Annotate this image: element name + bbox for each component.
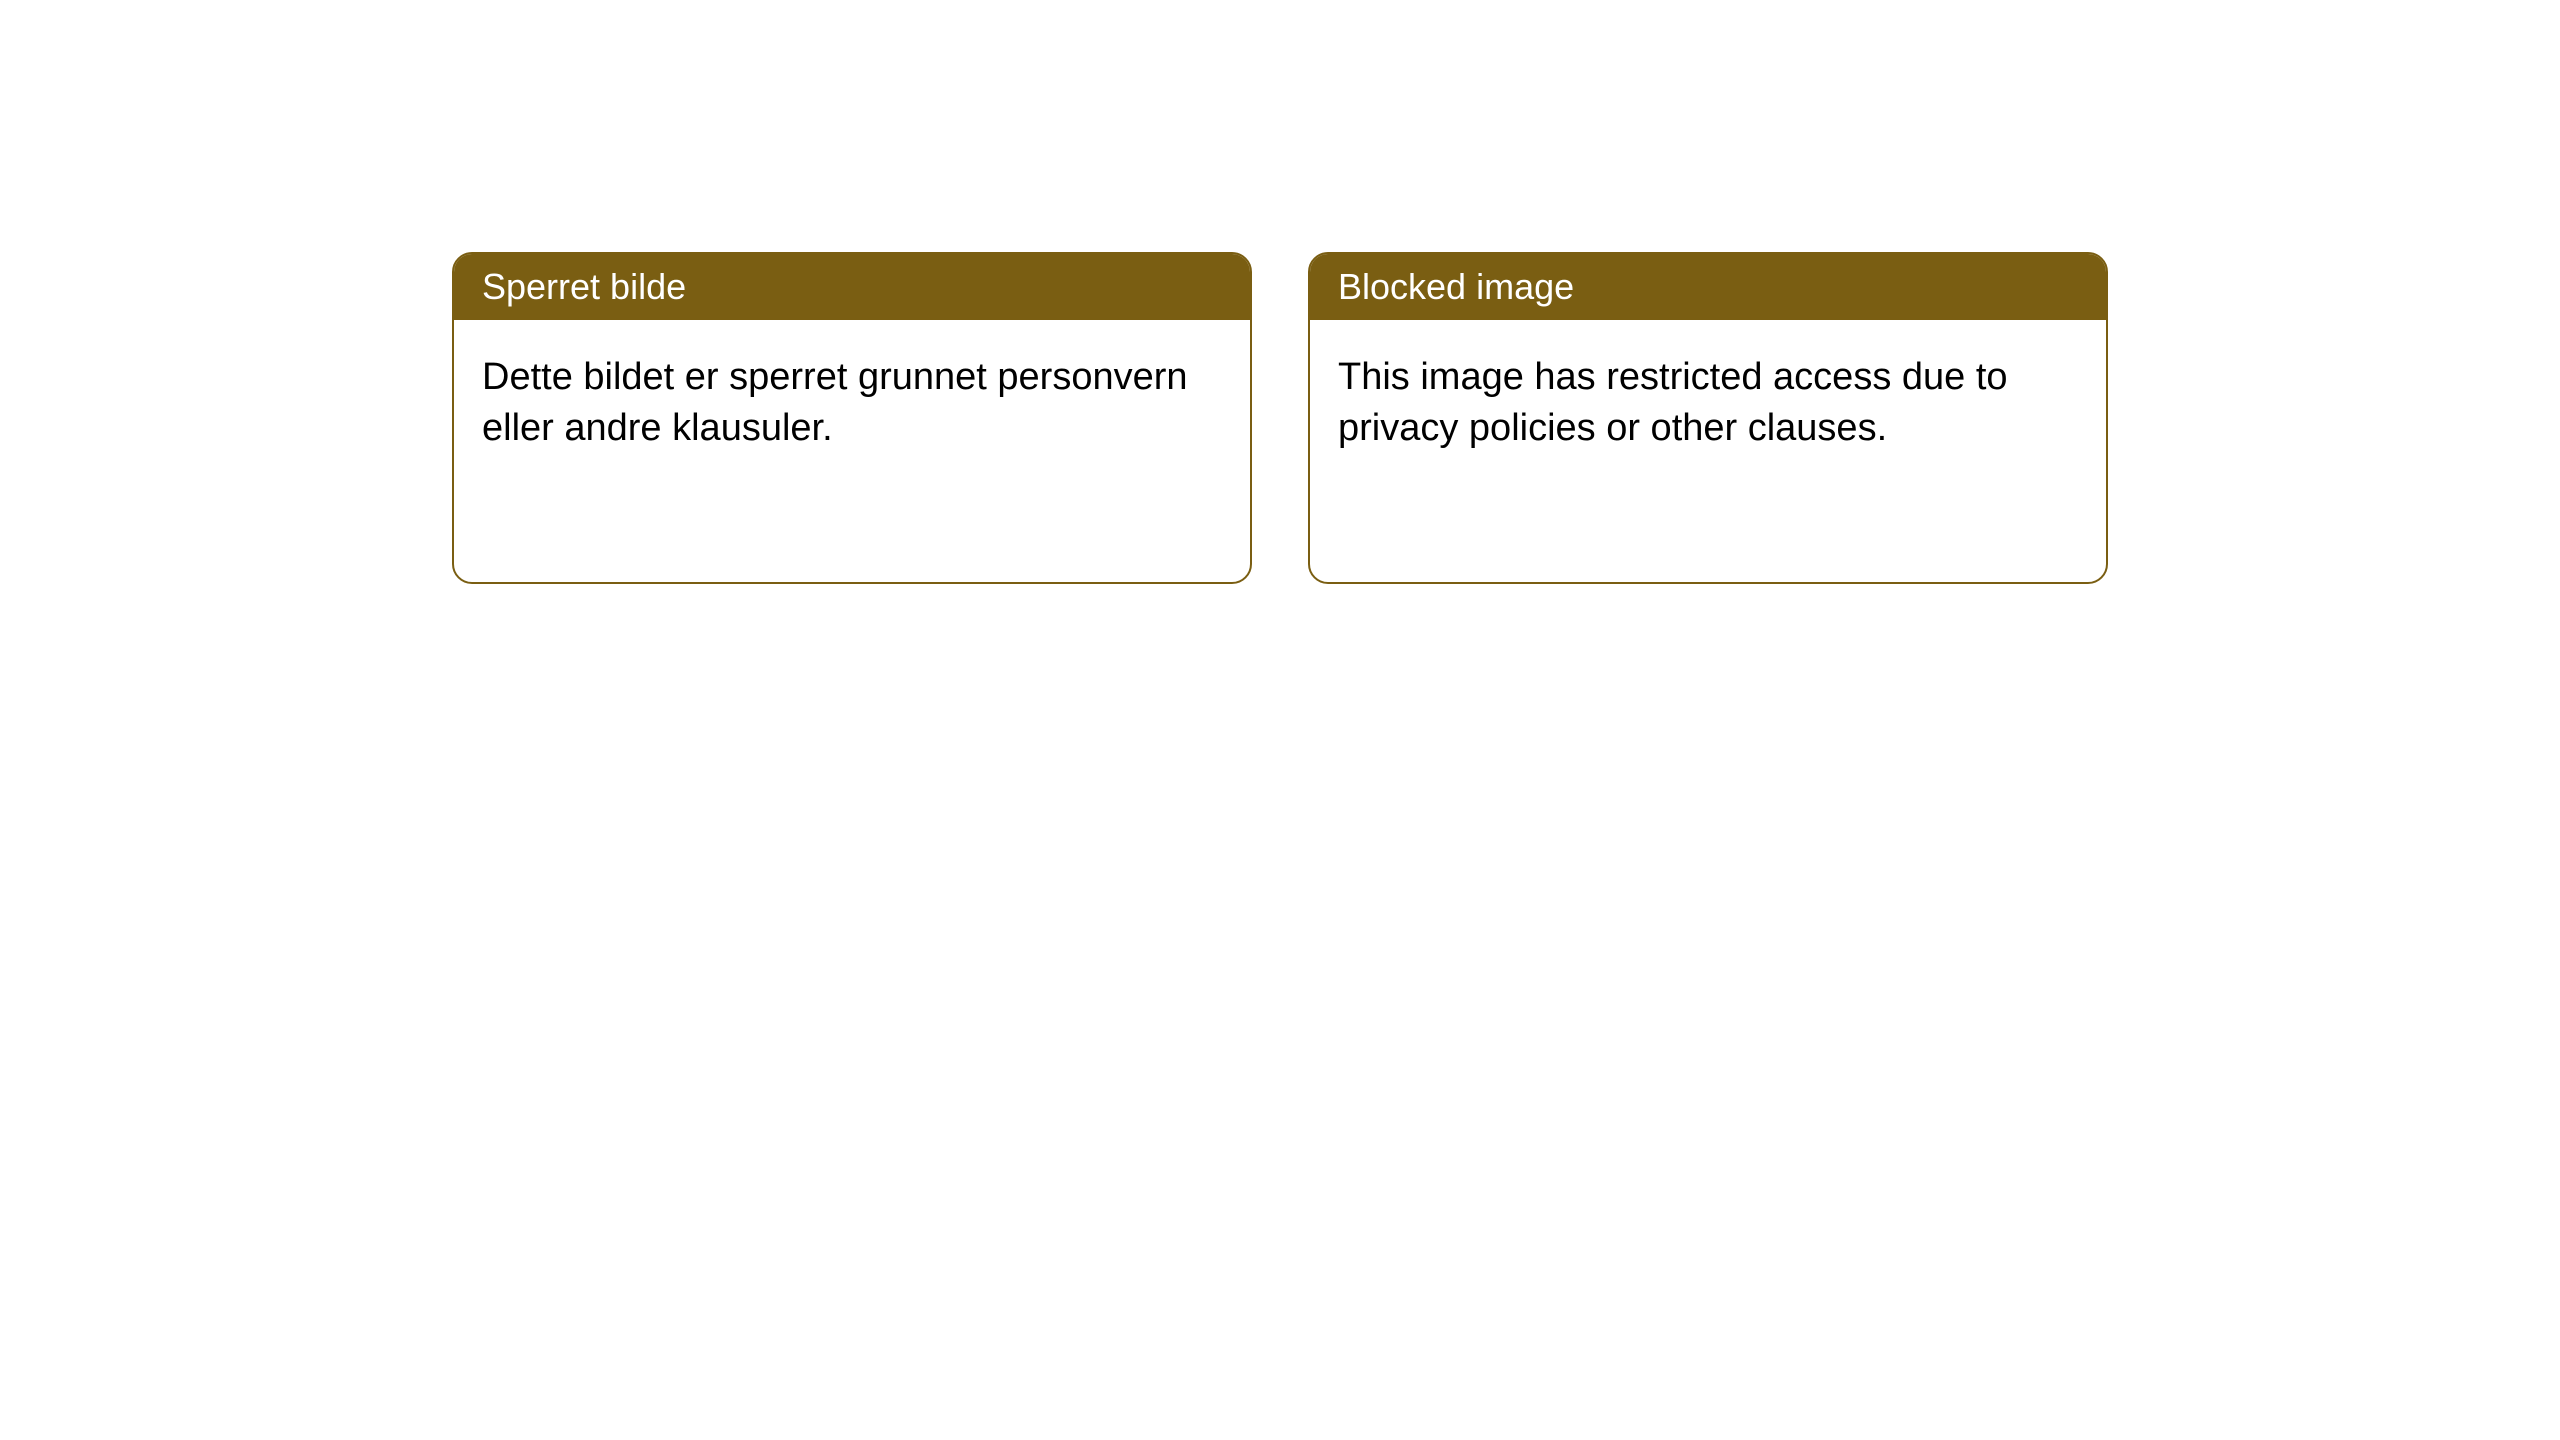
notice-title: Blocked image — [1338, 266, 1574, 307]
notice-text: This image has restricted access due to … — [1338, 356, 2008, 449]
blocked-image-notices: Sperret bilde Dette bildet er sperret gr… — [452, 252, 2108, 584]
notice-title: Sperret bilde — [482, 266, 686, 307]
notice-body: This image has restricted access due to … — [1310, 320, 2106, 487]
notice-header: Blocked image — [1310, 254, 2106, 320]
notice-card-norwegian: Sperret bilde Dette bildet er sperret gr… — [452, 252, 1252, 584]
notice-card-english: Blocked image This image has restricted … — [1308, 252, 2108, 584]
notice-body: Dette bildet er sperret grunnet personve… — [454, 320, 1250, 487]
notice-text: Dette bildet er sperret grunnet personve… — [482, 356, 1188, 449]
notice-header: Sperret bilde — [454, 254, 1250, 320]
